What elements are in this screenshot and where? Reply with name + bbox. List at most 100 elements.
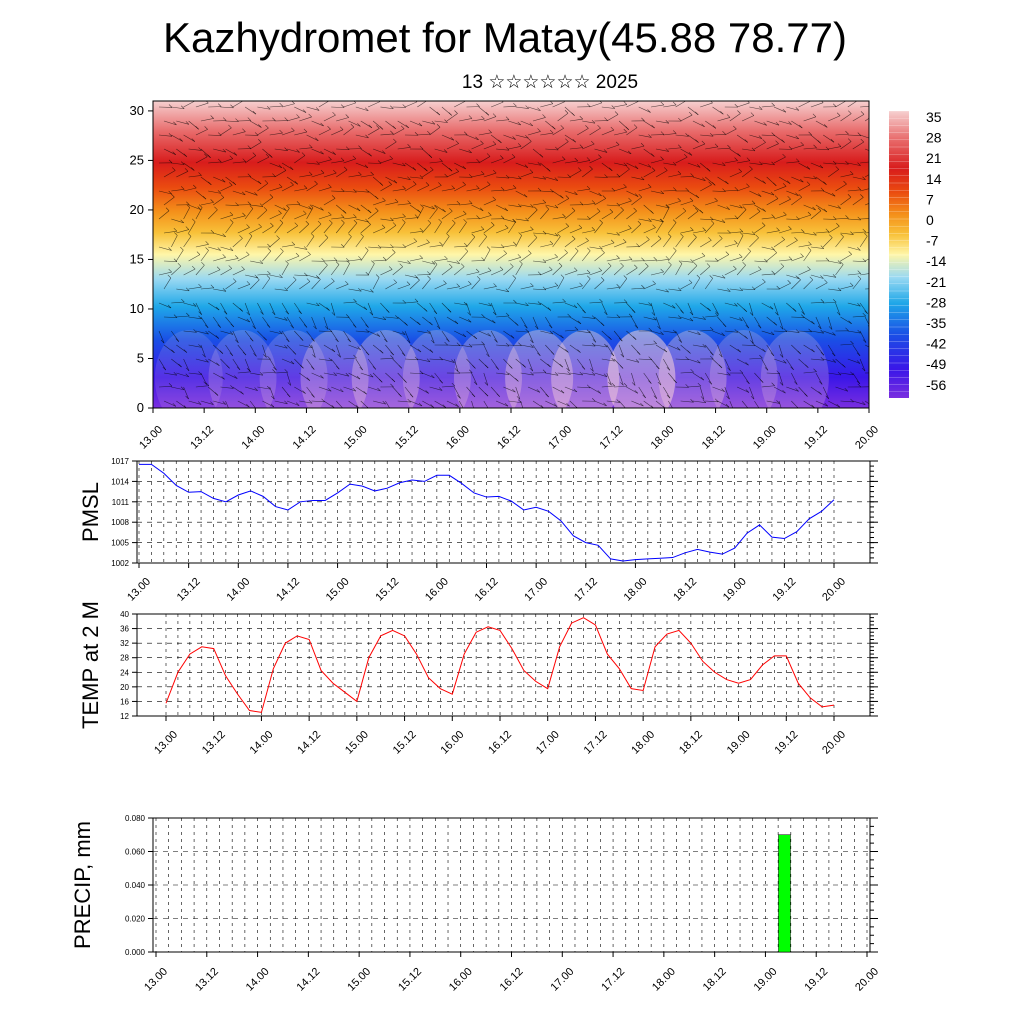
wind-barb-flag [324,234,329,238]
wind-barb-flag [542,286,547,291]
wind-barb-flag [625,126,629,130]
wind-barb [269,358,277,371]
wind-barb [483,400,489,408]
wind-barb-flag [677,170,682,175]
wind-barb-flag [857,162,861,166]
wind-barb-flag [600,322,605,326]
wind-barb-flag [566,367,570,372]
wind-barb [577,272,591,276]
wind-barb-flag [560,334,564,339]
wind-barb-flag [537,162,542,166]
wind-barb-flag [577,349,581,353]
wind-barb [348,204,361,212]
wind-barb [355,134,369,139]
wind-barb [520,253,532,262]
wind-barb-flag [446,233,450,237]
wind-barb [422,344,434,353]
wind-barb-flag [604,311,608,316]
wind-barb [557,198,570,206]
x-tick-label: 15.00 [342,424,370,452]
wind-barb-flag [298,310,302,314]
wind-barb-flag [247,201,252,205]
wind-barb-flag [475,136,479,141]
wind-barb-flag [442,404,447,408]
wind-barb [213,197,225,206]
wind-barb [545,285,558,290]
wind-barb [483,316,496,324]
wind-barb [176,372,189,378]
wind-barb [323,316,329,330]
wind-barb [589,127,601,136]
wind-barb-flag [463,409,466,412]
wind-barb [188,204,201,210]
wind-barb-flag [336,365,340,370]
wind-barb-flag [417,321,421,326]
wind-barb [626,190,639,197]
wind-barb [195,385,209,388]
wind-barb [318,265,328,276]
wind-barb-flag [347,338,351,343]
wind-barb [478,302,492,307]
wind-barb-flag [599,298,603,303]
wind-barb-flag [560,195,564,199]
wind-barb-flag [407,398,411,403]
x-tick-label: 18.00 [622,576,650,604]
wind-barb-flag [217,324,221,328]
wind-barb-flag [439,241,443,246]
wind-barb-flag [721,219,726,223]
wind-barb-flag [677,197,681,202]
wind-barb-flag [725,403,730,408]
wind-barb-flag [779,354,784,358]
wind-barb-flag [848,320,852,324]
wind-barb [680,400,694,403]
wind-barb-flag [678,144,682,148]
wind-barb-flag [537,352,541,356]
x-tick-label: 14.12 [295,966,323,994]
wind-barb [249,316,256,329]
wind-barb-flag [750,112,755,116]
wind-barb-flag [560,389,565,394]
wind-barb-flag [599,245,603,250]
wind-barb-flag [660,131,665,135]
wind-barb-flag [607,262,612,267]
wind-barb-flag [660,156,664,160]
x-tick-label: 13.12 [175,576,203,604]
wind-barb-flag [764,258,768,263]
wind-barb [171,106,185,110]
wind-barb [791,176,804,183]
wind-barb [404,358,418,361]
wind-barb-flag [513,299,517,304]
wind-barb-flag [180,105,185,109]
wind-barb-flag [312,354,316,358]
wind-barb-flag [598,154,602,158]
wind-barb [306,134,319,142]
wind-barb-flag [727,367,731,371]
wind-barb-flag [511,153,516,158]
wind-barb [655,148,669,152]
wind-barb-flag [764,367,769,371]
wind-barb [306,207,314,220]
wind-barb [355,162,369,169]
wind-barb-flag [611,357,615,362]
wind-barb [552,159,566,164]
wind-barb-flag [418,402,423,407]
wind-barb [540,243,554,248]
wind-barb [385,316,399,319]
wind-barb-flag [700,376,705,381]
wind-barb [397,203,411,206]
wind-barb-flag [845,160,849,165]
wind-barb-flag [870,159,873,162]
wind-barb [803,279,814,290]
wind-barb [429,386,443,391]
wind-barb [311,279,321,290]
wind-barb-flag [242,158,246,162]
wind-barb [749,106,763,110]
wind-barb [700,218,714,221]
wind-barb-flag [640,142,645,147]
wind-barb-flag [840,233,844,238]
wind-barb-flag [358,145,362,149]
wind-barb-flag [528,250,532,254]
wind-barb [453,358,459,372]
wind-barb-flag [271,311,276,316]
wind-barb-flag [537,187,542,192]
